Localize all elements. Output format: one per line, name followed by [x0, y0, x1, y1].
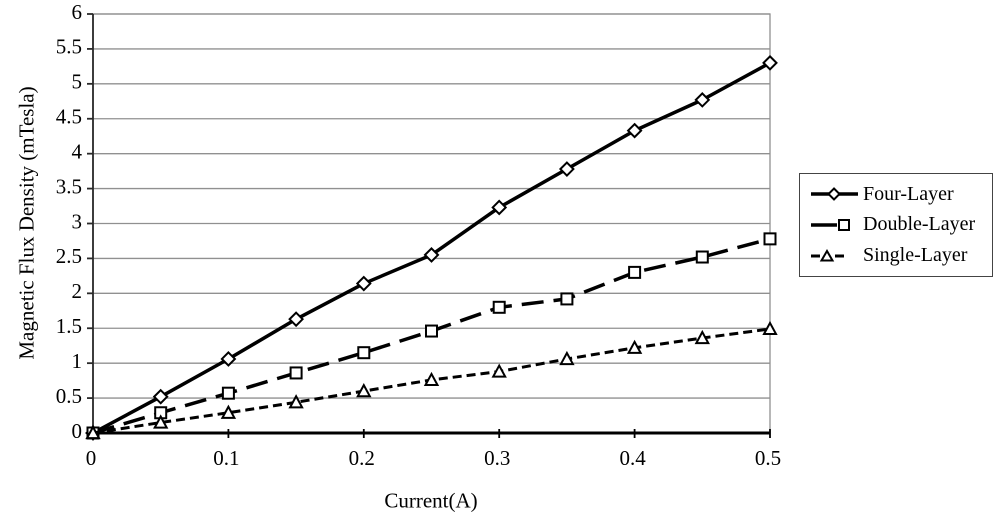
legend: Four-Layer Double-Layer Single-Layer: [799, 173, 993, 277]
x-tick-label: 0.5: [755, 446, 781, 470]
x-tick-label: 0.1: [213, 446, 239, 470]
x-tick-label: 0.3: [484, 446, 510, 470]
diamond-marker: [355, 275, 372, 292]
diamond-marker: [152, 388, 169, 405]
triangle-marker: [423, 371, 440, 387]
triangle-marker: [626, 339, 643, 354]
y-tick-label: 5: [72, 70, 83, 94]
four-layer-line-diamond-icon: [811, 187, 858, 202]
legend-label: Four-Layer: [863, 182, 954, 205]
diamond-marker: [762, 54, 778, 71]
square-marker: [492, 300, 506, 314]
legend-label: Double-Layer: [863, 213, 976, 236]
legend-item-double-layer: Double-Layer: [810, 213, 988, 236]
diamond-marker: [288, 311, 305, 328]
diamond-marker: [626, 122, 643, 139]
triangle-marker: [85, 424, 101, 440]
y-tick-label: 3: [72, 209, 83, 233]
legend-item-four-layer: Four-Layer: [810, 183, 988, 206]
y-tick-label: 1.5: [56, 314, 82, 338]
y-tick-label: 4.5: [56, 105, 82, 129]
y-tick-label: 0: [72, 419, 83, 443]
square-marker: [221, 386, 235, 400]
diamond-marker: [491, 199, 508, 216]
triangle-marker: [694, 329, 710, 345]
square-marker: [560, 292, 574, 306]
y-tick-label: 4: [72, 139, 83, 163]
diamond-marker: [220, 351, 237, 367]
y-tick-label: 1: [72, 349, 83, 373]
triangle-marker: [153, 414, 169, 429]
triangle-marker: [559, 350, 575, 366]
x-tick-label: 0.2: [349, 446, 375, 470]
diamond-marker: [423, 247, 440, 263]
y-tick-label: 0.5: [56, 384, 82, 408]
triangle-marker: [356, 382, 372, 398]
triangle-marker: [220, 404, 237, 419]
square-marker: [763, 232, 777, 246]
y-tick-label: 5.5: [56, 35, 82, 59]
x-tick-label: 0: [86, 446, 97, 470]
square-marker: [289, 366, 303, 380]
y-tick-label: 6: [72, 0, 83, 24]
square-marker: [695, 250, 709, 264]
triangle-marker: [762, 320, 778, 336]
y-tick-label: 2: [72, 279, 83, 303]
legend-label: Single-Layer: [863, 244, 968, 267]
triangle-marker: [288, 394, 304, 409]
triangle-marker: [491, 363, 507, 378]
y-tick-label: 3.5: [56, 174, 82, 198]
legend-item-single-layer: Single-Layer: [810, 244, 988, 267]
y-tick-label: 2.5: [56, 244, 82, 268]
x-axis-title: Current(A): [384, 488, 478, 513]
diamond-marker: [558, 161, 575, 177]
y-axis-title: Magnetic Flux Density (mTesla): [14, 86, 39, 360]
x-tick-label: 0.4: [619, 446, 646, 470]
square-marker: [425, 324, 438, 338]
square-marker: [357, 346, 371, 360]
square-marker: [628, 265, 642, 279]
double-layer-line-square-icon: [811, 218, 850, 231]
diamond-marker: [694, 91, 711, 108]
single-layer-line-triangle-icon: [811, 248, 844, 262]
